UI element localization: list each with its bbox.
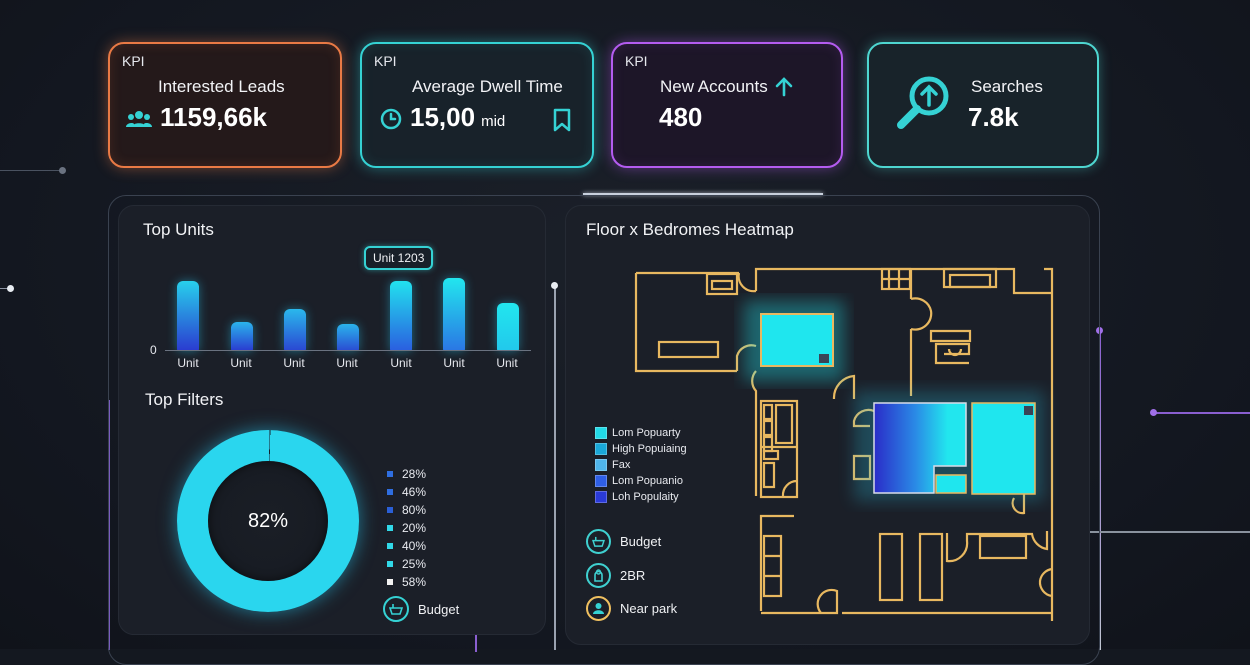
legend-swatch bbox=[595, 427, 607, 439]
kpi-tag: KPI bbox=[122, 53, 145, 69]
x-tick-label: Unit bbox=[390, 356, 412, 370]
connector-dot bbox=[1150, 409, 1157, 416]
donut-chart[interactable]: 82% bbox=[177, 430, 359, 612]
connector-line bbox=[554, 285, 556, 650]
legend-item: 46% bbox=[387, 485, 426, 499]
legend-item: 40% bbox=[387, 539, 426, 553]
kpi-value: 480 bbox=[659, 102, 703, 132]
x-tick-label: Unit bbox=[283, 356, 305, 370]
heatmap-panel: Floor x Bedromes Heatmap Lom Popuarty Hi… bbox=[565, 205, 1090, 645]
legend-item: 58% bbox=[387, 575, 426, 589]
legend-swatch bbox=[387, 543, 393, 549]
kpi-unit: mid bbox=[481, 113, 506, 130]
heatmap-title: Floor x Bedromes Heatmap bbox=[586, 220, 794, 239]
legend-item: 80% bbox=[387, 503, 426, 517]
connector-dot bbox=[59, 167, 66, 174]
basket-icon bbox=[383, 596, 409, 622]
heatmap-legend-item: Fax bbox=[595, 459, 630, 471]
kpi-card-new-accounts[interactable]: KPI New Accounts 480 bbox=[611, 42, 843, 168]
filter-chip-budget[interactable]: Budget bbox=[383, 596, 459, 622]
kpi-title: New Accounts bbox=[660, 77, 768, 96]
bar-unit-1[interactable] bbox=[177, 281, 199, 351]
bookmark-icon[interactable] bbox=[552, 108, 572, 137]
search-up-icon bbox=[895, 72, 953, 139]
connector-line bbox=[0, 288, 10, 289]
chip-label: Near park bbox=[620, 601, 678, 616]
kpi-card-interested-leads[interactable]: KPI Interested Leads 1159,66k bbox=[108, 42, 342, 168]
kpi-card-average-dwell-time[interactable]: KPI Average Dwell Time 15,00 mid bbox=[360, 42, 594, 168]
x-tick-label: Unit bbox=[443, 356, 465, 370]
connector-dot bbox=[7, 285, 14, 292]
users-icon bbox=[126, 110, 152, 133]
clock-icon bbox=[380, 108, 402, 135]
legend-swatch bbox=[387, 579, 393, 585]
filter-chip-budget[interactable]: Budget bbox=[586, 529, 661, 554]
filter-chip-near-park[interactable]: Near park bbox=[586, 596, 677, 621]
legend-swatch bbox=[387, 507, 393, 513]
arrow-up-icon bbox=[775, 77, 793, 102]
kpi-title: Searches bbox=[971, 77, 1043, 96]
bar-unit-3[interactable] bbox=[284, 309, 306, 351]
connector-line bbox=[1068, 531, 1250, 533]
kpi-value: 1159,66k bbox=[160, 102, 268, 132]
legend-swatch bbox=[595, 475, 607, 487]
chip-label: 2BR bbox=[620, 568, 646, 583]
kpi-tag: KPI bbox=[625, 53, 648, 69]
x-tick-label: Unit bbox=[177, 356, 199, 370]
top-filters-title: Top Filters bbox=[145, 390, 224, 409]
chip-label: Budget bbox=[418, 601, 460, 617]
bar-unit-2[interactable] bbox=[231, 322, 253, 351]
heatmap-legend-item: High Popuiaing bbox=[595, 443, 687, 455]
donut-center-value: 82% bbox=[247, 509, 289, 532]
bed-icon bbox=[586, 563, 611, 588]
bar-unit-4[interactable] bbox=[337, 324, 359, 351]
connector-dot bbox=[551, 282, 558, 289]
legend-swatch bbox=[387, 471, 393, 477]
filter-chip-2br[interactable]: 2BR bbox=[586, 563, 645, 588]
heatmap-legend-item: Loh Populaity bbox=[595, 491, 679, 503]
donut-hole: 82% bbox=[208, 461, 328, 581]
person-icon bbox=[586, 596, 611, 621]
x-tick-label: Unit bbox=[230, 356, 252, 370]
legend-swatch bbox=[387, 561, 393, 567]
top-units-panel: Top Units Unit 1203 0 Unit Unit Unit Uni… bbox=[118, 205, 546, 635]
kpi-value: 7.8k bbox=[968, 102, 1019, 132]
bar-tooltip: Unit 1203 bbox=[364, 246, 434, 270]
legend-swatch bbox=[387, 525, 393, 531]
top-units-title: Top Units bbox=[143, 220, 214, 239]
x-tick-label: Unit bbox=[336, 356, 358, 370]
x-tick-label: Unit bbox=[496, 356, 518, 370]
bar-unit-5[interactable] bbox=[390, 281, 412, 351]
legend-item: 25% bbox=[387, 557, 426, 571]
legend-swatch bbox=[595, 443, 607, 455]
basket-icon bbox=[586, 529, 611, 554]
legend-item: 28% bbox=[387, 467, 426, 481]
legend-swatch bbox=[595, 459, 607, 471]
connector-line bbox=[1153, 412, 1250, 414]
legend-swatch bbox=[387, 489, 393, 495]
bar-unit-7[interactable] bbox=[497, 303, 519, 351]
tooltip-label: Unit 1203 bbox=[373, 251, 425, 265]
legend-item: 20% bbox=[387, 521, 426, 535]
bar-unit-6[interactable] bbox=[443, 278, 465, 351]
bar-chart bbox=[165, 251, 531, 351]
connector-line bbox=[583, 193, 823, 195]
kpi-value: 15,00 mid bbox=[410, 102, 506, 132]
kpi-title: Average Dwell Time bbox=[412, 77, 563, 96]
chip-label: Budget bbox=[620, 534, 662, 549]
floor-plan[interactable] bbox=[624, 261, 1064, 626]
heatmap-legend-item: Lom Popuarty bbox=[595, 427, 680, 439]
y-axis-zero-label: 0 bbox=[150, 343, 157, 357]
connector-line bbox=[0, 170, 62, 171]
legend-swatch bbox=[595, 491, 607, 503]
kpi-tag: KPI bbox=[374, 53, 397, 69]
heatmap-legend-item: Lom Popuanio bbox=[595, 475, 683, 487]
x-axis bbox=[165, 350, 531, 351]
kpi-card-searches[interactable]: Searches 7.8k bbox=[867, 42, 1099, 168]
kpi-title: Interested Leads bbox=[158, 77, 285, 96]
